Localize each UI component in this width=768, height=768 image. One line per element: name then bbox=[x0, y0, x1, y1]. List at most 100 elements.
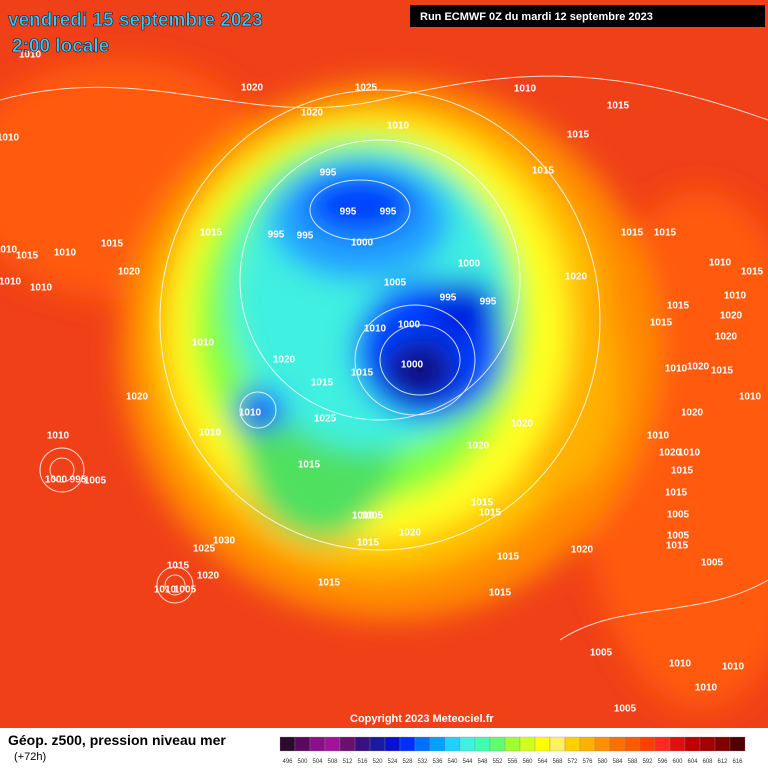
scale-label: 520 bbox=[372, 759, 383, 765]
isobar-label: 995 bbox=[268, 230, 285, 241]
isobar-label: 1020 bbox=[241, 83, 264, 94]
isobar-label: 1010 bbox=[239, 408, 262, 419]
scale-label: 532 bbox=[417, 759, 428, 765]
scale-swatch bbox=[384, 736, 401, 752]
scale-label: 556 bbox=[507, 759, 518, 765]
isobar-label: 1030 bbox=[213, 536, 236, 547]
isobar-label: 1025 bbox=[314, 414, 337, 425]
footer-title: Géop. z500, pression niveau mer bbox=[8, 732, 226, 748]
isobar-label: 1010 bbox=[0, 277, 22, 288]
isobar-label: 1020 bbox=[197, 571, 220, 582]
isobar-label: 1015 bbox=[567, 130, 590, 141]
isobar-label: 1000 bbox=[45, 475, 68, 486]
isobar-label: 1010 bbox=[19, 50, 42, 61]
scale-swatch bbox=[354, 736, 371, 752]
isobar-label: 1010 bbox=[0, 133, 20, 144]
isobar-label: 1015 bbox=[666, 541, 689, 552]
isobar-label: 1015 bbox=[671, 466, 694, 477]
scale-swatch bbox=[699, 736, 716, 752]
isobar-label: 1010 bbox=[722, 662, 745, 673]
isobar-label: 1010 bbox=[199, 428, 222, 439]
scale-swatch bbox=[729, 736, 746, 752]
scale-label: 496 bbox=[282, 759, 293, 765]
isobar-label: 1010 bbox=[678, 448, 701, 459]
scale-swatch bbox=[474, 736, 491, 752]
scale-label: 516 bbox=[357, 759, 368, 765]
local-time: 2:00 locale bbox=[12, 36, 109, 57]
scale-label: 608 bbox=[702, 759, 713, 765]
isobar-label: 1020 bbox=[571, 545, 594, 556]
scale-swatch bbox=[549, 736, 566, 752]
run-box bbox=[410, 5, 765, 27]
scale-label: 588 bbox=[627, 759, 638, 765]
scale-swatch bbox=[294, 736, 311, 752]
scale-swatch bbox=[594, 736, 611, 752]
isobar-label: 1010 bbox=[647, 431, 670, 442]
scale-label: 572 bbox=[567, 759, 578, 765]
isobar-label: 1015 bbox=[532, 166, 555, 177]
isobar-label: 1020 bbox=[511, 419, 534, 430]
isobar-label: 1020 bbox=[118, 267, 141, 278]
scale-swatch bbox=[564, 736, 581, 752]
isobar-label: 1005 bbox=[701, 558, 724, 569]
isobar-label: 1025 bbox=[193, 544, 216, 555]
isobar-label: 1010 bbox=[47, 431, 70, 442]
scale-label: 504 bbox=[312, 759, 323, 765]
scale-swatch bbox=[624, 736, 641, 752]
isobar-label: 1025 bbox=[355, 83, 378, 94]
scale-swatch bbox=[444, 736, 461, 752]
isobar-label: 1005 bbox=[174, 585, 197, 596]
isobar-label: 1015 bbox=[167, 561, 190, 572]
isobar-label: 1005 bbox=[361, 511, 384, 522]
isobar-label: 1020 bbox=[467, 441, 490, 452]
isobar-label: 1020 bbox=[659, 448, 682, 459]
isobar-label: 1010 bbox=[695, 683, 718, 694]
isobar-label: 1015 bbox=[489, 588, 512, 599]
scale-label: 548 bbox=[477, 759, 488, 765]
isobar-label: 1010 bbox=[0, 245, 18, 256]
isobar-label: 995 bbox=[340, 207, 357, 218]
isobar-label: 1015 bbox=[471, 498, 494, 509]
isobar-label: 1020 bbox=[681, 408, 704, 419]
isobar-label: 1010 bbox=[154, 585, 177, 596]
isobar-label: 1015 bbox=[479, 508, 502, 519]
isobar-label: 1020 bbox=[565, 272, 588, 283]
scale-swatch bbox=[714, 736, 731, 752]
isobar-labels: 1010102010251010101510101020101010159951… bbox=[0, 50, 764, 715]
isobar-label: 1020 bbox=[715, 332, 738, 343]
isobar-lines bbox=[0, 75, 768, 641]
isobar-label: 1005 bbox=[590, 648, 613, 659]
isobar-label: 1005 bbox=[614, 704, 637, 715]
scale-swatch bbox=[324, 736, 341, 752]
isobar-label: 995 bbox=[380, 207, 397, 218]
isobar-label: 1020 bbox=[273, 355, 296, 366]
isobar-label: 1005 bbox=[84, 476, 107, 487]
isobar-label: 1010 bbox=[54, 248, 77, 259]
scale-label: 560 bbox=[522, 759, 533, 765]
isobar-label: 1010 bbox=[30, 283, 53, 294]
isobar-label: 1020 bbox=[301, 108, 324, 119]
isobar-label: 1000 bbox=[398, 320, 421, 331]
scale-label: 540 bbox=[447, 759, 458, 765]
isobar-label: 1015 bbox=[650, 318, 673, 329]
scale-label: 552 bbox=[492, 759, 503, 765]
isobar-label: 1015 bbox=[16, 251, 39, 262]
isobar-label: 1010 bbox=[665, 364, 688, 375]
isobar-label: 1015 bbox=[318, 578, 341, 589]
isobar-label: 1010 bbox=[669, 659, 692, 670]
scale-swatch bbox=[489, 736, 506, 752]
isobar-label: 1015 bbox=[667, 301, 690, 312]
isobar-label: 1010 bbox=[514, 84, 537, 95]
scale-swatch bbox=[459, 736, 476, 752]
scale-label: 592 bbox=[642, 759, 653, 765]
scale-swatch bbox=[519, 736, 536, 752]
isobar-label: 1015 bbox=[497, 552, 520, 563]
isobar-label: 1000 bbox=[458, 259, 481, 270]
scale-label: 580 bbox=[597, 759, 608, 765]
isobar-label: 1015 bbox=[101, 239, 124, 250]
isobar-label: 1015 bbox=[665, 488, 688, 499]
lead-time: (+72h) bbox=[14, 751, 46, 763]
scale-label: 612 bbox=[717, 759, 728, 765]
scale-swatch bbox=[309, 736, 326, 752]
